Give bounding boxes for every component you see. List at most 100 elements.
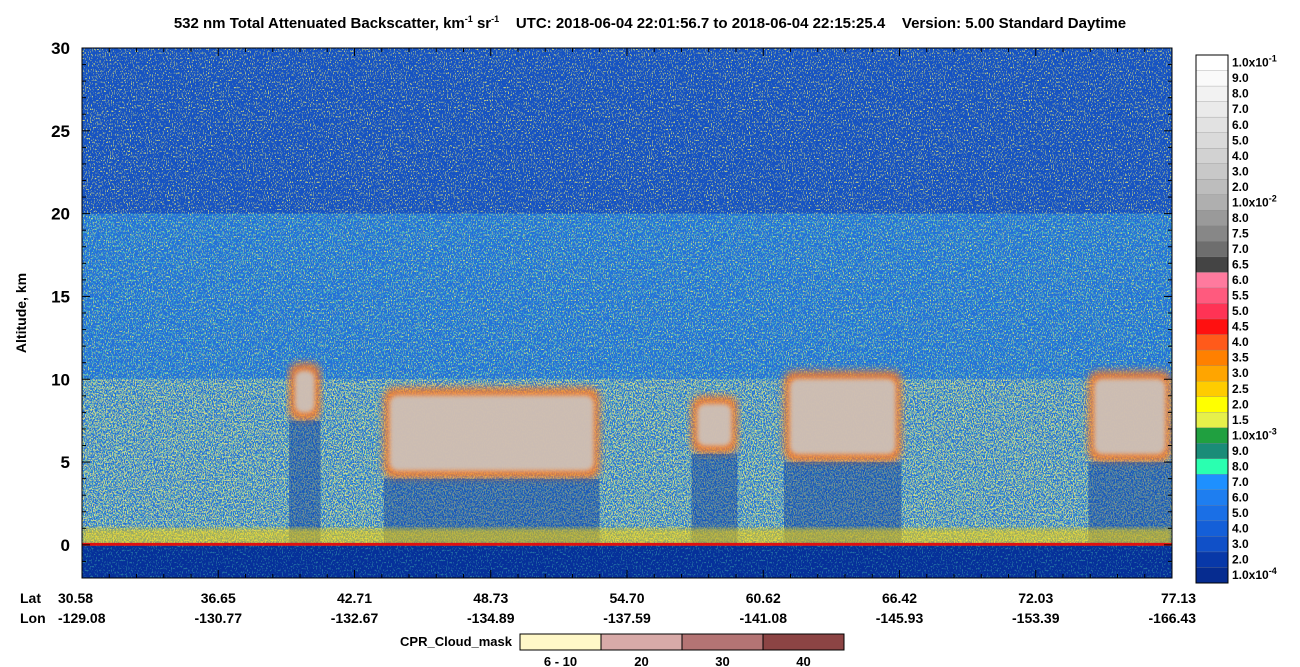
x-tick-label-lat: 72.03 xyxy=(1018,590,1053,606)
x-tick-label-lon: -153.39 xyxy=(1012,610,1060,626)
title-sr: sr xyxy=(472,15,492,32)
cloud-mask-swatch xyxy=(681,633,764,651)
chart-title: 532 nm Total Attenuated Backscatter, km-… xyxy=(0,14,1300,32)
cloud-mask-swatch xyxy=(762,633,845,651)
x-tick-label-lat: 60.62 xyxy=(746,590,781,606)
colorbar-swatch xyxy=(1195,567,1229,584)
colorbar-label: 2.0 xyxy=(1232,180,1249,194)
y-tick-label: 25 xyxy=(51,122,70,141)
colorbar-label: 6.0 xyxy=(1232,273,1249,287)
cloud-shadow-0 xyxy=(289,420,321,545)
colorbar-label: 1.0x10-2 xyxy=(1232,193,1277,209)
cloud-core-2 xyxy=(697,403,732,446)
colorbar-swatch xyxy=(1195,241,1229,258)
colorbar: 1.0x10-19.08.07.06.05.04.03.02.01.0x10-2… xyxy=(1195,54,1277,584)
colorbar-label: 8.0 xyxy=(1232,459,1249,473)
colorbar-swatch xyxy=(1195,85,1229,103)
colorbar-label: 7.5 xyxy=(1232,226,1249,240)
y-tick-label: 5 xyxy=(61,453,70,472)
colorbar-swatch xyxy=(1195,365,1229,382)
colorbar-label-exponent: -3 xyxy=(1269,426,1277,436)
colorbar-label: 5.5 xyxy=(1232,289,1249,303)
colorbar-label: 6.0 xyxy=(1232,118,1249,132)
colorbar-frame xyxy=(1195,54,1229,584)
x-tick-label-lon: -130.77 xyxy=(195,610,243,626)
colorbar-label: 5.0 xyxy=(1232,506,1249,520)
x-tick-label-lon: -132.67 xyxy=(331,610,379,626)
y-tick-label: 30 xyxy=(51,39,70,58)
colorbar-swatch xyxy=(1195,225,1229,242)
x-tick-label-lat: 36.65 xyxy=(201,590,236,606)
cloud-mask-label: 20 xyxy=(634,654,648,667)
x-tick-label-lon: -141.08 xyxy=(740,610,788,626)
colorbar-label: 3.0 xyxy=(1232,537,1249,551)
colorbar-label-exponent: -4 xyxy=(1269,566,1277,576)
plot-area xyxy=(82,48,1172,578)
cloud-mask-legend: CPR_Cloud_mask 6 - 10 20 30 40 xyxy=(400,633,845,667)
colorbar-swatch xyxy=(1195,412,1229,429)
cloud-mask-label: 6 - 10 xyxy=(544,654,577,667)
colorbar-swatch xyxy=(1195,458,1229,475)
colorbar-label: 1.0x10-1 xyxy=(1232,54,1277,70)
colorbar-label-exponent: -1 xyxy=(1269,54,1277,64)
cloud-mask-swatch xyxy=(519,633,602,651)
cloud-core-1 xyxy=(389,395,594,471)
x-row-label-lon: Lon xyxy=(20,610,46,626)
cloud-mask-title: CPR_Cloud_mask xyxy=(400,634,513,649)
colorbar-swatch xyxy=(1195,536,1229,553)
colorbar-label: 2.5 xyxy=(1232,382,1249,396)
x-tick-label-lat: 42.71 xyxy=(337,590,372,606)
y-tick-label: 20 xyxy=(51,205,70,224)
colorbar-swatch xyxy=(1195,380,1229,398)
colorbar-label-exponent: -2 xyxy=(1269,193,1277,203)
colorbar-label: 1.0x10-4 xyxy=(1232,566,1277,582)
colorbar-label: 9.0 xyxy=(1232,71,1249,85)
cloud-mask-swatch xyxy=(600,633,683,651)
colorbar-swatch xyxy=(1195,70,1229,87)
colorbar-label: 7.0 xyxy=(1232,475,1249,489)
x-tick-label-lon: -166.43 xyxy=(1149,610,1197,626)
x-tick-label-lat: 54.70 xyxy=(609,590,644,606)
x-tick-label-lon: -145.93 xyxy=(876,610,924,626)
surface-return-line xyxy=(82,542,1172,546)
title-main: 532 nm Total Attenuated Backscatter, km xyxy=(173,15,465,32)
colorbar-swatch xyxy=(1195,101,1229,118)
colorbar-swatch xyxy=(1195,272,1229,289)
cloud-mask-label: 40 xyxy=(796,654,810,667)
x-tick-label-lat: 48.73 xyxy=(473,590,508,606)
cloud-core-3 xyxy=(789,378,896,455)
x-tick-label-lon: -137.59 xyxy=(603,610,651,626)
cloud-core-0 xyxy=(295,370,315,413)
colorbar-label: 6.0 xyxy=(1232,490,1249,504)
colorbar-label: 7.0 xyxy=(1232,242,1249,256)
colorbar-label: 3.0 xyxy=(1232,164,1249,178)
colorbar-swatch xyxy=(1195,443,1229,460)
colorbar-label: 5.0 xyxy=(1232,304,1249,318)
colorbar-swatch xyxy=(1195,427,1229,444)
colorbar-label: 4.0 xyxy=(1232,335,1249,349)
colorbar-swatch xyxy=(1195,505,1229,522)
title-sup-1: -1 xyxy=(464,14,473,24)
colorbar-swatch xyxy=(1195,179,1229,196)
title-version: Version: 5.00 Standard Daytime xyxy=(901,15,1127,32)
colorbar-label: 4.0 xyxy=(1232,149,1249,163)
y-axis: 30 25 20 15 10 5 0 Altitude, km xyxy=(13,39,1172,579)
colorbar-swatch xyxy=(1195,349,1229,367)
lower-layer-specks xyxy=(82,379,1172,545)
colorbar-swatch xyxy=(1195,318,1229,335)
colorbar-swatch xyxy=(1195,474,1229,491)
y-tick-label: 15 xyxy=(51,287,70,306)
x-tick-label-lon: -134.89 xyxy=(467,610,515,626)
colorbar-label: 3.0 xyxy=(1232,366,1249,380)
colorbar-swatch xyxy=(1195,287,1229,304)
colorbar-label: 1.0x10-3 xyxy=(1232,426,1277,442)
colorbar-swatch xyxy=(1195,396,1229,413)
x-axis: 30.58 -129.08 36.65 -130.77 42.71 -132.67 48.7… xyxy=(20,48,1196,626)
colorbar-label: 1.5 xyxy=(1232,413,1249,427)
colorbar-swatch xyxy=(1195,489,1229,506)
y-axis-label: Altitude, km xyxy=(13,273,29,353)
colorbar-swatch xyxy=(1195,116,1229,134)
x-tick-label-lon: -129.08 xyxy=(58,610,106,626)
boundary-layer xyxy=(82,528,1172,545)
